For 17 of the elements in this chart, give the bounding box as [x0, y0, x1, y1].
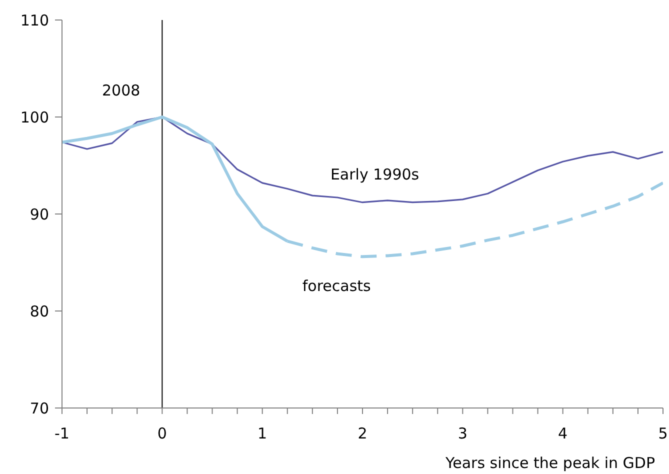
x-axis-title: Years since the peak in GDP — [444, 454, 655, 472]
x-tick-label: 1 — [258, 424, 268, 443]
x-tick-label: 5 — [658, 424, 668, 443]
x-tick-label: 4 — [558, 424, 568, 443]
x-tick-label: 2 — [358, 424, 368, 443]
x-tick-label: -1 — [54, 424, 70, 443]
x-tick-label: 0 — [157, 424, 167, 443]
y-tick-label: 110 — [20, 11, 49, 30]
series-label: 2008 — [102, 81, 140, 100]
y-tick-label: 80 — [30, 302, 49, 320]
y-tick-label: 100 — [20, 108, 49, 126]
x-tick-label: 3 — [458, 424, 468, 443]
line-series — [62, 116, 663, 204]
y-tick-label: 70 — [30, 399, 49, 418]
series-label: forecasts — [302, 277, 372, 296]
y-tick-label: 90 — [30, 205, 49, 224]
series-label: Early 1990s — [330, 166, 420, 184]
